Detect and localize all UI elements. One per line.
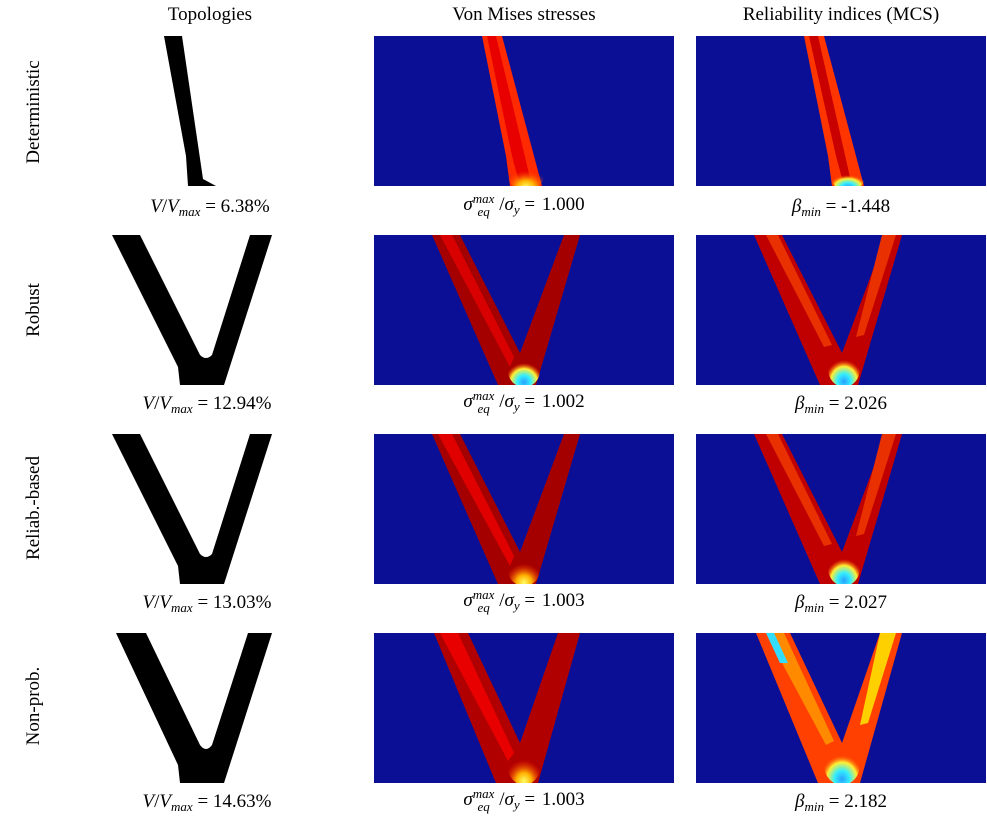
reliability-map-deterministic <box>696 36 986 186</box>
topology-reliab-based <box>112 434 272 584</box>
reliability-map-non-prob <box>696 633 986 783</box>
beta-non-prob: βmin = 2.182 <box>795 791 887 814</box>
stress-ratio-non-prob: σ max eq /σy = 1.003 <box>463 786 585 814</box>
stress-ratio-reliab-based: σ max eq /σy = 1.003 <box>463 587 585 615</box>
header-topologies: Topologies <box>167 4 253 25</box>
header-reliability: Reliability indices (MCS) <box>742 4 940 25</box>
row-label-robust: Robust <box>23 283 44 337</box>
header-von-mises: Von Mises stresses <box>452 4 596 25</box>
stress-ratio-deterministic: σ max eq /σy = 1.000 <box>463 191 585 219</box>
topology-non-prob <box>116 633 272 783</box>
beta-robust: βmin = 2.026 <box>795 393 887 416</box>
stress-ratio-robust: σ max eq /σy = 1.002 <box>463 388 585 416</box>
stress-map-deterministic <box>374 36 674 186</box>
volume-ratio-reliab-based: V/Vmax = 13.03% <box>142 592 272 615</box>
row-label-deterministic: Deterministic <box>23 60 44 164</box>
beta-deterministic: βmin = -1.448 <box>791 196 891 219</box>
stress-map-non-prob <box>374 633 674 783</box>
reliability-map-reliab-based <box>696 434 986 584</box>
topology-deterministic <box>164 36 216 186</box>
volume-ratio-robust: V/Vmax = 12.94% <box>142 393 272 416</box>
row-label-reliab-based: Reliab.-based <box>23 456 44 560</box>
stress-map-robust <box>374 235 674 385</box>
stress-map-reliab-based <box>374 434 674 584</box>
beta-reliab-based: βmin = 2.027 <box>795 592 887 615</box>
reliability-map-robust <box>696 235 986 385</box>
topology-robust <box>112 235 272 385</box>
row-label-non-prob: Non-prob. <box>23 666 44 746</box>
volume-ratio-non-prob: V/Vmax = 14.63% <box>142 791 272 814</box>
volume-ratio-deterministic: V/Vmax = 6.38% <box>150 196 270 219</box>
